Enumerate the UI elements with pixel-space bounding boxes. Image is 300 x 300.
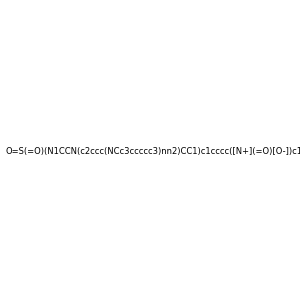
Text: O=S(=O)(N1CCN(c2ccc(NCc3ccccc3)nn2)CC1)c1cccc([N+](=O)[O-])c1: O=S(=O)(N1CCN(c2ccc(NCc3ccccc3)nn2)CC1)c… — [5, 147, 300, 156]
